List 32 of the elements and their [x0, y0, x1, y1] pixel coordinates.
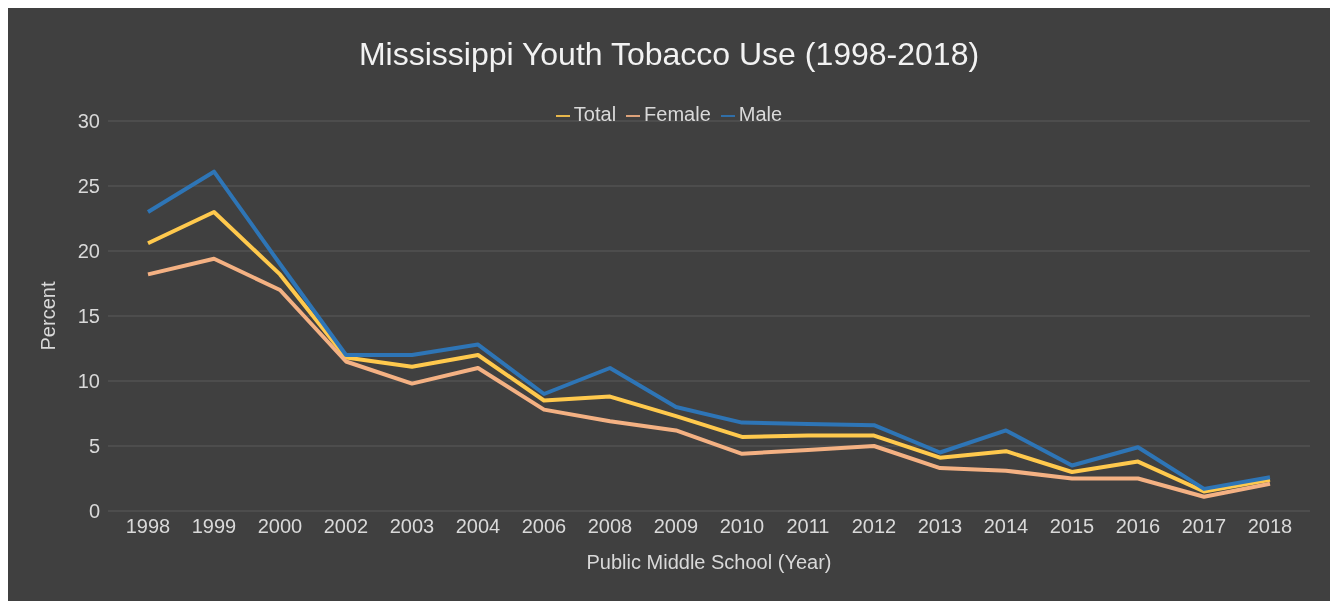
x-tick-label: 2014: [983, 515, 1029, 538]
x-tick-label: 2000: [257, 515, 303, 538]
y-tick-label: 25: [77, 175, 100, 198]
x-tick-label: 2012: [851, 515, 897, 538]
y-tick-label: 0: [88, 500, 100, 523]
x-tick-label: 2004: [455, 515, 501, 538]
legend-label: Female: [644, 103, 711, 125]
x-tick-label: 2010: [719, 515, 765, 538]
x-tick-label: 2002: [323, 515, 369, 538]
y-tick-label: 20: [77, 240, 100, 263]
x-tick-label: 2017: [1181, 515, 1227, 538]
x-tick-label: 2006: [521, 515, 567, 538]
legend-label: Total: [573, 103, 617, 125]
x-tick-label: 1998: [125, 515, 171, 538]
line-series: [146, 256, 1272, 499]
x-tick-label: 2003: [389, 515, 435, 538]
y-tick-label: 5: [88, 435, 100, 458]
y-tick-label: 15: [77, 305, 100, 328]
x-tick-label: 2009: [653, 515, 699, 538]
x-axis-title: Public Middle School (Year): [586, 551, 832, 573]
y-tick-label: 30: [77, 110, 100, 133]
x-tick-label: 2011: [786, 515, 830, 538]
y-tick-label: 10: [77, 370, 100, 393]
x-tick-label: 1999: [191, 515, 237, 538]
x-tick-label: 2016: [1115, 515, 1161, 538]
x-tick-label: 2008: [587, 515, 633, 538]
legend-label: Male: [738, 103, 783, 125]
x-tick-label: 2015: [1049, 515, 1095, 538]
x-tick-label: 2018: [1247, 515, 1293, 538]
chart-title: Mississippi Youth Tobacco Use (1998-2018): [357, 36, 981, 73]
x-tick-label: 2013: [917, 515, 963, 538]
y-axis-title: Percent: [37, 281, 60, 351]
